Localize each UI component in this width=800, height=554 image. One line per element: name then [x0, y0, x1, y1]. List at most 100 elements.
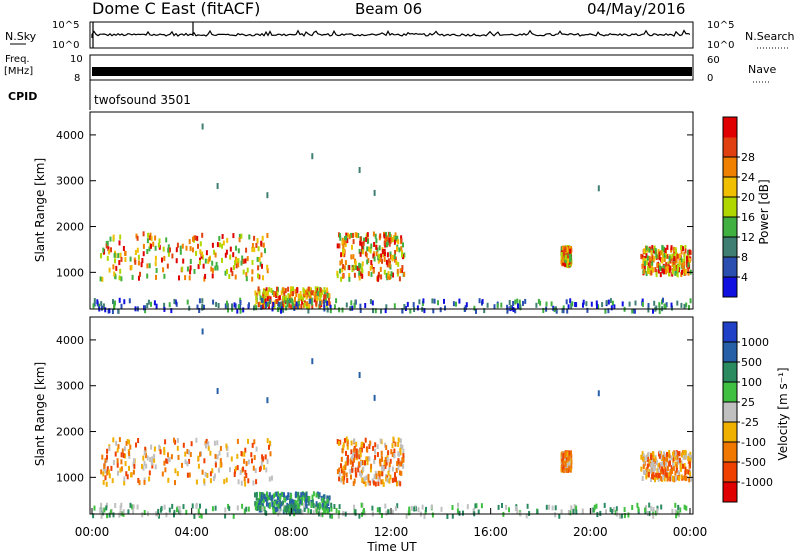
echo-cell	[676, 300, 679, 306]
echo-cell	[243, 476, 246, 482]
echo-cell	[542, 308, 545, 313]
echo-cell	[361, 246, 364, 252]
echo-cell	[204, 258, 207, 264]
echo-cell	[682, 455, 685, 460]
echo-cell	[353, 447, 356, 453]
echo-cell	[669, 258, 672, 264]
echo-cell	[668, 271, 671, 277]
echo-cell	[363, 508, 365, 513]
echo-cell	[301, 299, 304, 305]
echo-cell	[298, 496, 301, 502]
echo-cell	[123, 299, 126, 305]
echo-cell	[317, 493, 320, 499]
echo-cell	[575, 302, 578, 308]
echo-cell	[387, 258, 390, 264]
echo-cell	[315, 300, 318, 306]
echo-cell	[631, 308, 634, 314]
echo-cell	[362, 466, 365, 472]
echo-cell	[130, 472, 132, 478]
echo-cell	[359, 303, 362, 309]
echo-cell	[663, 269, 665, 275]
echo-cell	[273, 493, 275, 499]
echo-cell	[263, 289, 266, 295]
echo-cell	[136, 247, 139, 253]
echo-cell	[365, 456, 368, 462]
echo-cell	[376, 247, 379, 253]
echo-cell	[285, 495, 288, 501]
echo-cell	[338, 467, 341, 473]
echo-cell	[599, 510, 602, 516]
echo-cell	[641, 476, 644, 481]
echo-cell	[106, 448, 109, 454]
echo-cell	[388, 262, 391, 268]
echo-cell	[246, 256, 249, 262]
echo-cell	[344, 242, 347, 248]
echo-cell	[111, 309, 114, 314]
echo-cell	[640, 466, 643, 472]
echo-cell	[203, 276, 206, 282]
echo-cell	[262, 275, 264, 281]
echo-cell	[282, 287, 285, 293]
echo-cell	[658, 265, 661, 271]
echo-cell	[118, 437, 121, 443]
echo-cell	[650, 270, 653, 276]
echo-cell	[687, 262, 690, 268]
echo-cell	[299, 499, 302, 505]
echo-cell	[273, 501, 276, 506]
echo-cell	[389, 251, 392, 257]
echo-cell	[316, 503, 319, 509]
echo-cell	[342, 251, 344, 257]
echo-cell	[201, 123, 204, 130]
echo-cell	[216, 388, 219, 394]
echo-cell	[385, 231, 387, 237]
echo-cell	[128, 453, 131, 459]
echo-cell	[604, 308, 607, 314]
echo-cell	[355, 472, 358, 478]
echo-cell	[374, 448, 377, 454]
echo-cell	[661, 249, 664, 255]
echo-cell	[424, 509, 427, 515]
echo-cell	[203, 458, 206, 464]
echo-cell	[662, 468, 665, 474]
echo-cell	[235, 258, 238, 264]
colorbar-tick-label: 24	[741, 171, 755, 184]
echo-cell	[294, 296, 296, 302]
echo-cell	[659, 250, 662, 256]
echo-cell	[307, 308, 310, 314]
echo-cell	[508, 300, 511, 305]
echo-cell	[390, 237, 393, 243]
echo-cell	[261, 263, 263, 269]
echo-cell	[295, 491, 297, 497]
echo-cell	[289, 505, 292, 511]
echo-cell	[346, 458, 349, 464]
echo-cell	[506, 304, 509, 310]
echo-cell	[648, 458, 651, 464]
echo-cell	[278, 503, 280, 509]
echo-cell	[669, 476, 672, 482]
echo-cell	[451, 505, 454, 510]
echo-cell	[375, 473, 378, 479]
echo-cell	[674, 470, 677, 476]
echo-cell	[330, 502, 333, 508]
echo-cell	[633, 308, 635, 314]
echo-cell	[645, 245, 648, 251]
echo-cell	[290, 291, 293, 297]
freq-bottom-tick: 8	[74, 73, 80, 84]
echo-cell	[297, 293, 300, 299]
echo-cell	[431, 512, 434, 518]
echo-cell	[473, 305, 476, 311]
echo-cell	[565, 299, 568, 305]
echo-cell	[245, 461, 248, 467]
echo-cell	[457, 502, 460, 508]
echo-cell	[99, 508, 102, 514]
nave-bottom-tick: 0	[707, 73, 713, 84]
echo-cell	[567, 510, 570, 515]
echo-cell	[119, 505, 122, 511]
echo-cell	[279, 495, 282, 500]
echo-cell	[355, 441, 358, 447]
echo-cell	[105, 505, 108, 511]
echo-cell	[319, 296, 322, 302]
echo-cell	[229, 246, 232, 252]
echo-cell	[400, 246, 403, 252]
